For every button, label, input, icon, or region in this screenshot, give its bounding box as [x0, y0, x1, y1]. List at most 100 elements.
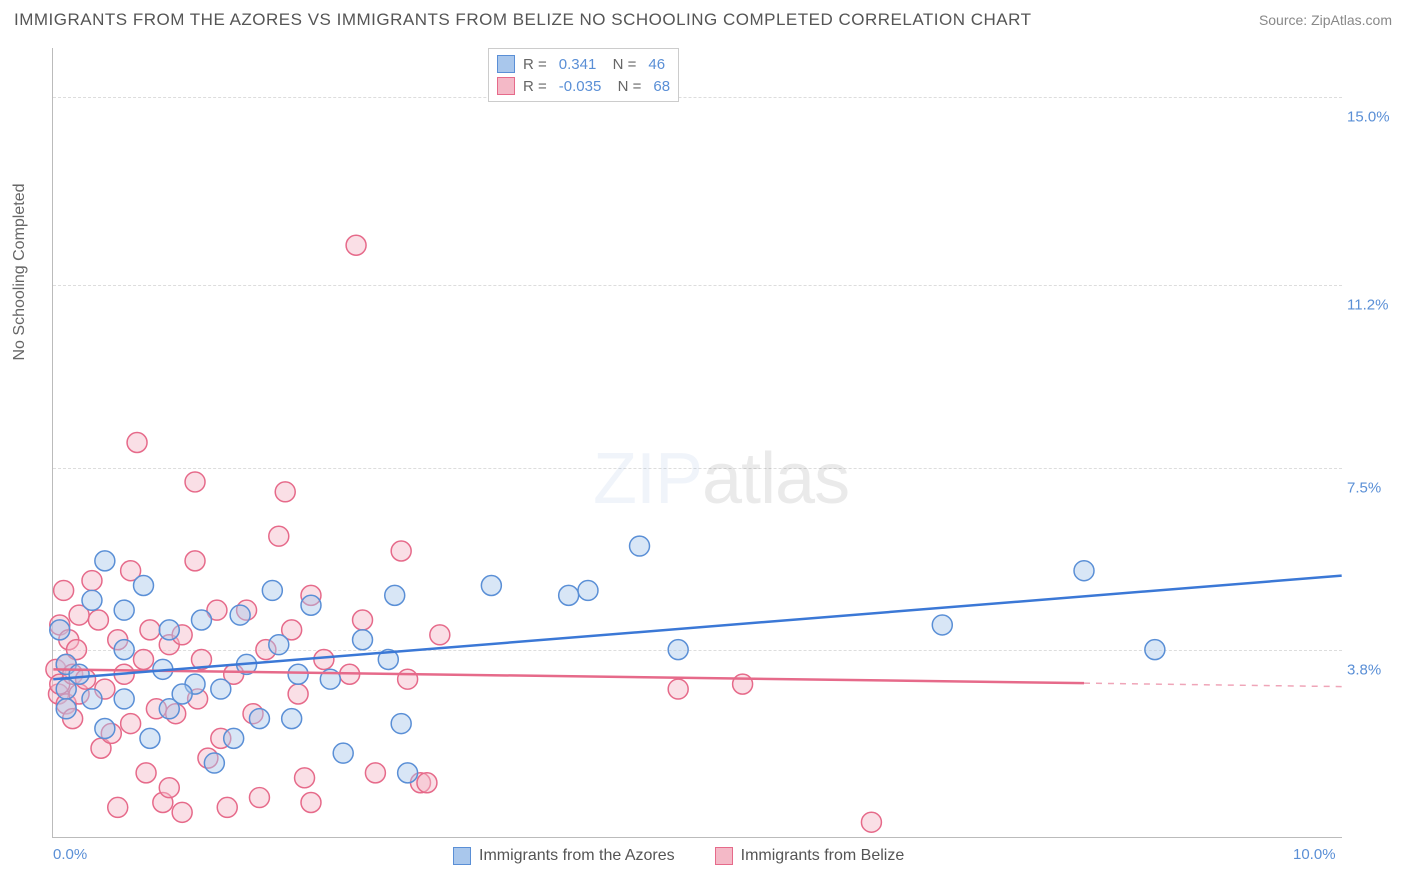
scatter-point — [114, 640, 134, 660]
stats-n-value: 46 — [648, 56, 665, 73]
scatter-point — [398, 763, 418, 783]
stats-r-label: R = — [523, 56, 547, 73]
scatter-point — [69, 664, 89, 684]
source-label: Source: ZipAtlas.com — [1259, 12, 1392, 28]
scatter-point — [95, 719, 115, 739]
scatter-point — [333, 743, 353, 763]
scatter-point — [559, 585, 579, 605]
scatter-point — [140, 620, 160, 640]
scatter-point — [269, 635, 289, 655]
legend-item-azores: Immigrants from the Azores — [453, 847, 675, 865]
trend-line-dashed — [1084, 683, 1342, 686]
scatter-point — [262, 580, 282, 600]
scatter-point — [346, 235, 366, 255]
y-tick-label: 11.2% — [1347, 297, 1402, 314]
scatter-point — [275, 482, 295, 502]
legend-swatch-icon — [497, 77, 515, 95]
scatter-point — [365, 763, 385, 783]
legend-label: Immigrants from Belize — [741, 847, 905, 865]
scatter-point — [114, 600, 134, 620]
scatter-point — [185, 472, 205, 492]
scatter-point — [1074, 561, 1094, 581]
scatter-point — [82, 571, 102, 591]
scatter-point — [82, 689, 102, 709]
legend-swatch-icon — [497, 55, 515, 73]
scatter-point — [95, 551, 115, 571]
stats-row-azores: R = 0.341 N = 46 — [497, 53, 670, 75]
scatter-point — [932, 615, 952, 635]
scatter-point — [385, 585, 405, 605]
scatter-point — [54, 580, 74, 600]
series-legend: Immigrants from the Azores Immigrants fr… — [453, 847, 904, 865]
scatter-point — [668, 679, 688, 699]
scatter-point — [353, 630, 373, 650]
legend-swatch-icon — [715, 847, 733, 865]
y-tick-label: 7.5% — [1347, 479, 1402, 496]
scatter-point — [861, 812, 881, 832]
scatter-point — [398, 669, 418, 689]
scatter-point — [668, 640, 688, 660]
scatter-point — [56, 699, 76, 719]
scatter-point — [82, 590, 102, 610]
stats-n-label: N = — [609, 78, 641, 95]
scatter-point — [249, 709, 269, 729]
stats-n-label: N = — [604, 56, 636, 73]
scatter-point — [288, 664, 308, 684]
scatter-point — [288, 684, 308, 704]
trend-line — [53, 576, 1341, 680]
scatter-point — [127, 433, 147, 453]
x-tick-label: 10.0% — [1293, 846, 1336, 863]
scatter-point — [391, 541, 411, 561]
x-tick-label: 0.0% — [53, 846, 87, 863]
scatter-point — [50, 620, 70, 640]
scatter-point — [136, 763, 156, 783]
scatter-point — [417, 773, 437, 793]
stats-r-value: -0.035 — [559, 78, 602, 95]
scatter-point — [314, 649, 334, 669]
scatter-point — [159, 620, 179, 640]
stats-r-value: 0.341 — [559, 56, 597, 73]
scatter-point — [295, 768, 315, 788]
scatter-point — [249, 788, 269, 808]
scatter-point — [121, 714, 141, 734]
scatter-point — [88, 610, 108, 630]
scatter-point — [578, 580, 598, 600]
scatter-point — [224, 728, 244, 748]
scatter-point — [1145, 640, 1165, 660]
scatter-point — [481, 576, 501, 596]
legend-swatch-icon — [453, 847, 471, 865]
stats-legend: R = 0.341 N = 46 R = -0.035 N = 68 — [488, 48, 679, 102]
legend-label: Immigrants from the Azores — [479, 847, 675, 865]
scatter-point — [282, 709, 302, 729]
scatter-point — [159, 778, 179, 798]
scatter-point — [204, 753, 224, 773]
scatter-point — [353, 610, 373, 630]
scatter-point — [191, 610, 211, 630]
scatter-point — [230, 605, 250, 625]
scatter-point — [301, 792, 321, 812]
legend-item-belize: Immigrants from Belize — [715, 847, 905, 865]
scatter-point — [430, 625, 450, 645]
scatter-chart-svg — [53, 48, 1342, 837]
stats-n-value: 68 — [653, 78, 670, 95]
scatter-point — [114, 689, 134, 709]
scatter-point — [301, 595, 321, 615]
y-axis-title: No Schooling Completed — [11, 184, 29, 361]
scatter-point — [391, 714, 411, 734]
y-tick-label: 3.8% — [1347, 662, 1402, 679]
scatter-point — [185, 551, 205, 571]
scatter-point — [134, 576, 154, 596]
stats-r-label: R = — [523, 78, 547, 95]
scatter-point — [140, 728, 160, 748]
stats-row-belize: R = -0.035 N = 68 — [497, 75, 670, 97]
scatter-point — [134, 649, 154, 669]
trend-line — [53, 669, 1084, 683]
scatter-point — [172, 802, 192, 822]
scatter-point — [211, 679, 231, 699]
chart-header: IMMIGRANTS FROM THE AZORES VS IMMIGRANTS… — [14, 10, 1392, 30]
scatter-point — [108, 797, 128, 817]
scatter-point — [217, 797, 237, 817]
scatter-point — [630, 536, 650, 556]
chart-title: IMMIGRANTS FROM THE AZORES VS IMMIGRANTS… — [14, 10, 1031, 30]
scatter-point — [172, 684, 192, 704]
